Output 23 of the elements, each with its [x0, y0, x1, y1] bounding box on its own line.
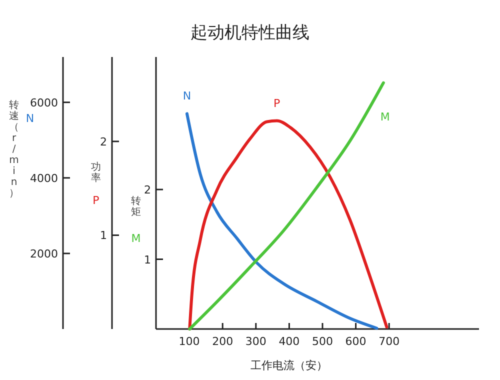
x-tick-label: 100 [178, 335, 200, 348]
x-tick-label: 300 [245, 335, 266, 348]
y-axis-title: 转矩 [131, 195, 141, 218]
text: 转速（r/min） [9, 100, 19, 199]
x-tick-label: 400 [278, 335, 300, 348]
y2-tick-label: 2 [100, 135, 107, 148]
x-axis-title: 工作电流（安） [250, 359, 328, 372]
x-tick-label: 200 [212, 335, 234, 348]
series-label: N [182, 90, 192, 103]
x-tick-label: 500 [312, 335, 333, 348]
x-tick-label: 700 [378, 335, 400, 348]
series-label: P [274, 96, 281, 110]
y3-tick-label: 6000 [30, 96, 58, 110]
y2-axis-title: 功率 [91, 161, 101, 184]
text: M [131, 232, 141, 245]
series-label: M [380, 110, 390, 124]
y2-tick-label: 1 [100, 229, 107, 242]
text: N [26, 112, 34, 125]
x-tick-label: 600 [345, 335, 366, 348]
y3-tick-label: 2000 [30, 247, 58, 260]
text: P [92, 194, 100, 207]
y3-tick-label: 4000 [30, 172, 58, 185]
chart-title: 起动机特性曲线 [190, 23, 310, 43]
